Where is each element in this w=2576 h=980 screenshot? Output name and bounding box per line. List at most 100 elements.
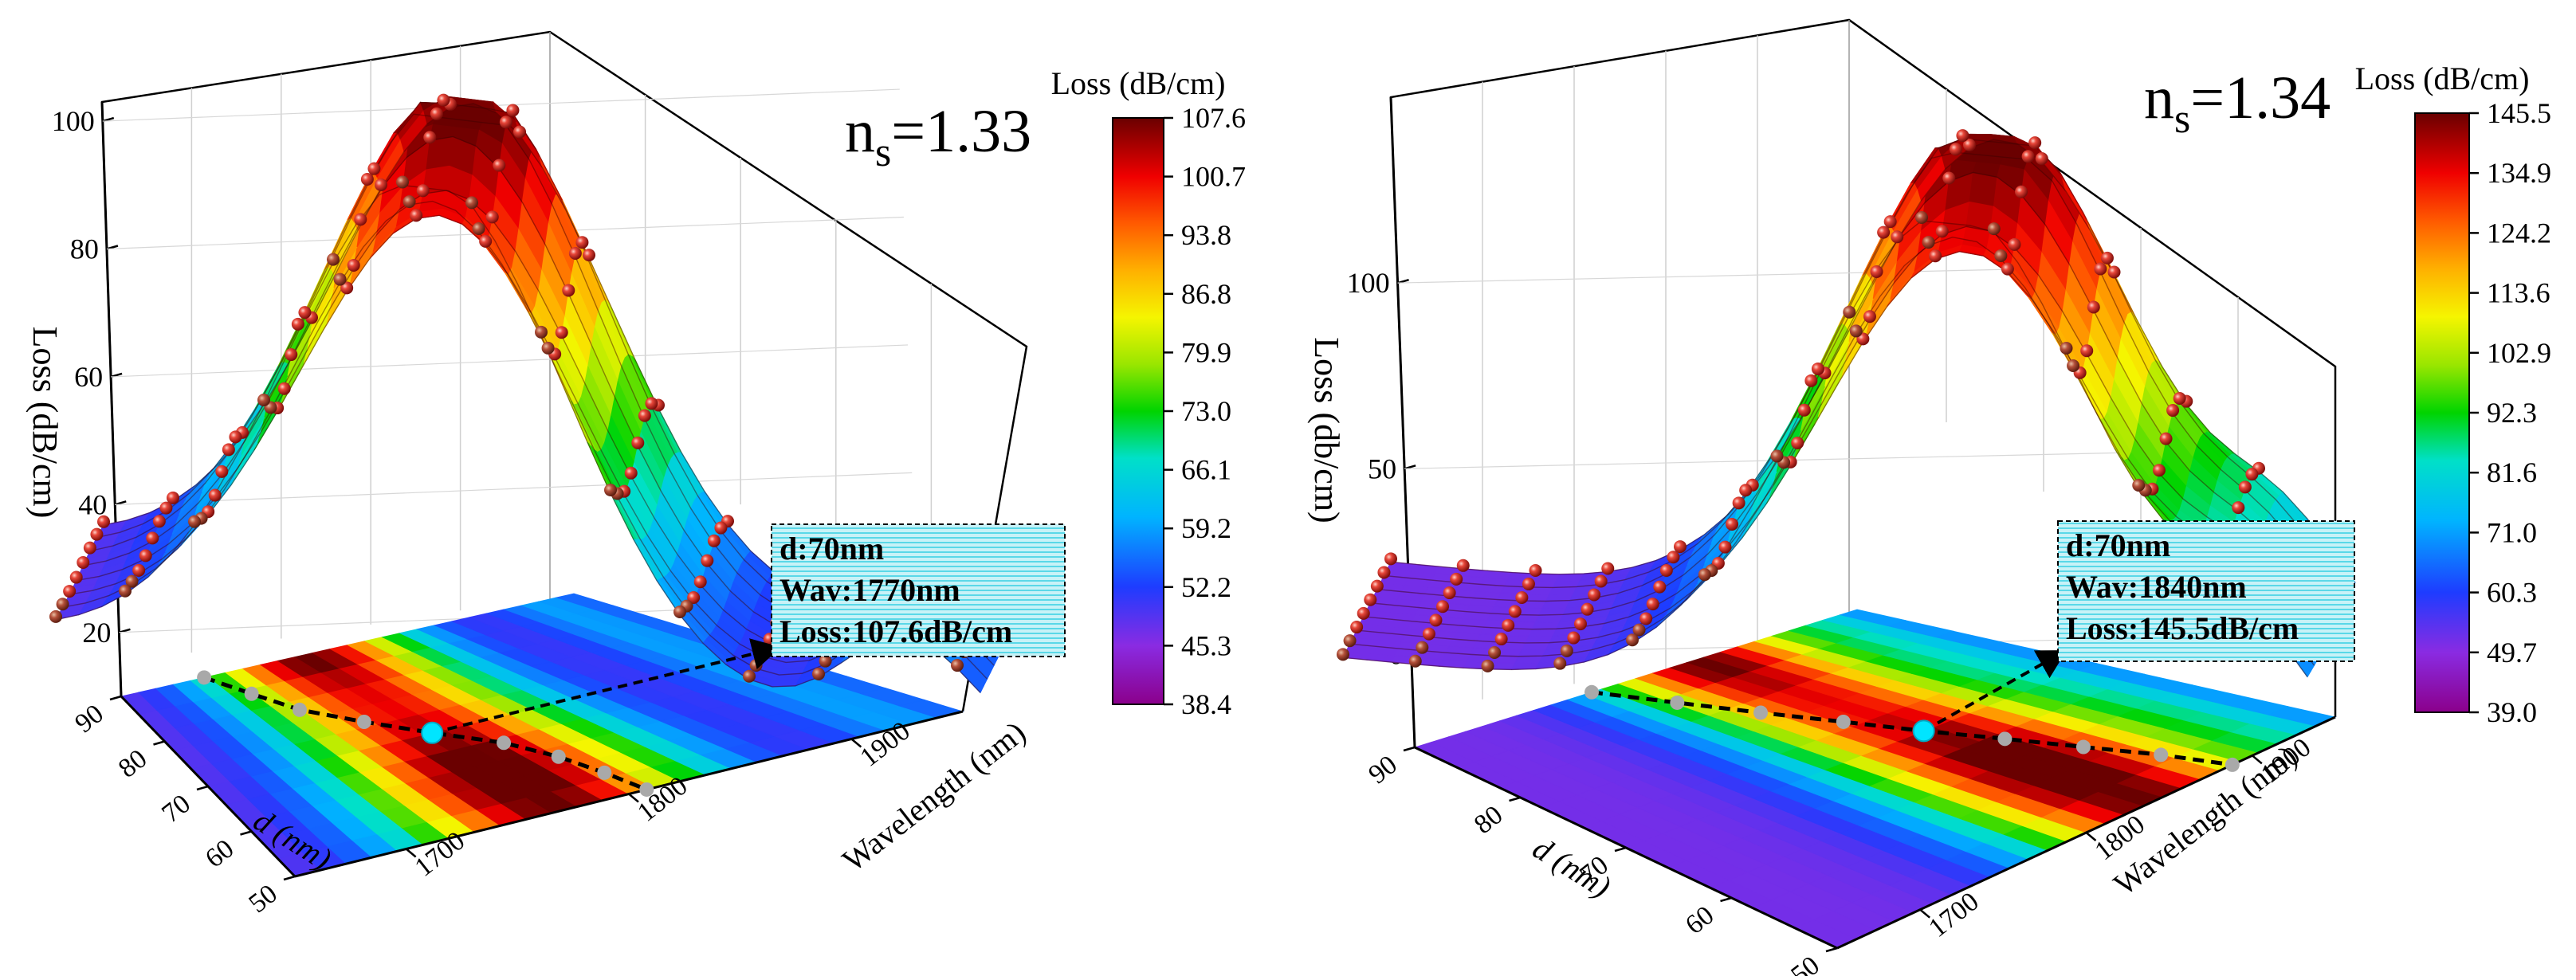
data-point-sphere [1863, 310, 1876, 323]
z-tick-label: 80 [70, 233, 99, 265]
surface-cell [1538, 606, 1568, 616]
data-point-sphere [472, 222, 485, 236]
d-tick-label: 90 [1363, 750, 1403, 790]
data-point-sphere [167, 491, 179, 504]
z-tick-label: 20 [82, 617, 111, 649]
data-point-sphere [645, 397, 658, 410]
info-box-frame [771, 523, 1066, 657]
data-point-sphere [1450, 572, 1463, 586]
colorbar-tick-label: 38.4 [1181, 688, 1231, 720]
data-point-sphere [479, 234, 493, 248]
max-loss-point [292, 702, 307, 717]
data-point-sphere [1601, 562, 1615, 575]
data-point-sphere [291, 317, 304, 331]
max-loss-point [1836, 714, 1851, 729]
colorbar-tick-label: 52.2 [1181, 571, 1231, 603]
d-tick [1825, 947, 1838, 953]
data-point-sphere [465, 196, 478, 210]
data-point-sphere [1337, 648, 1349, 661]
data-point-sphere [1877, 225, 1891, 239]
data-point-sphere [1922, 236, 1935, 249]
colorbar-tick-label: 93.8 [1181, 219, 1231, 251]
colorbar-tick-label: 107.6 [1181, 102, 1246, 134]
wavelength-tick [628, 793, 639, 803]
max-loss-point [197, 670, 212, 685]
info-box-line-3: Loss:145.5dB/cm [2066, 610, 2299, 646]
data-point-sphere [1956, 129, 1969, 143]
wavelength-tick [405, 848, 417, 858]
data-point-sphere [1529, 564, 1542, 578]
data-point-sphere [1797, 403, 1811, 417]
peak-dot [421, 721, 444, 744]
d-tick-label: 80 [1469, 800, 1509, 840]
data-point-sphere [354, 213, 367, 226]
colorbar-tick-label: 45.3 [1181, 629, 1231, 661]
data-point-sphere [1488, 645, 1502, 659]
data-point-sphere [2238, 480, 2252, 494]
data-point-sphere [743, 669, 756, 683]
colorbar-tick-label: 92.3 [2487, 397, 2537, 429]
surface-cell [1555, 573, 1584, 582]
data-point-sphere [146, 531, 159, 545]
info-box: d:70nm Wav:1770nm Loss:107.6dB/cm [771, 523, 1066, 657]
data-point-sphere [416, 184, 430, 198]
wavelength-tick [2252, 755, 2263, 765]
colorbar-tick-label: 79.9 [1181, 336, 1231, 368]
data-point-sphere [555, 326, 568, 339]
data-point-sphere [1963, 138, 1976, 151]
z-tick-label: 100 [1347, 267, 1390, 299]
data-point-sphere [396, 175, 409, 189]
data-point-sphere [1436, 600, 1450, 613]
surface-contour-line [55, 184, 981, 693]
data-point-sphere [2087, 300, 2100, 314]
surface-cell [1534, 613, 1565, 623]
data-point-sphere [1567, 631, 1581, 645]
colorbar: Loss (dB/cm)107.6 100.7 93.8 86.8 79.9 73.0 66… [1051, 65, 1246, 720]
colorbar-gradient [2414, 112, 2470, 713]
d-tick [1720, 896, 1732, 903]
peak-arrow [431, 638, 781, 735]
data-point-sphere [1370, 579, 1384, 593]
data-point-sphere [687, 590, 701, 604]
surface-contour-line [1363, 225, 2329, 640]
data-point-sphere [2173, 392, 2186, 406]
max-loss-point [551, 749, 566, 764]
data-point-sphere [493, 159, 506, 172]
d-tick [153, 740, 165, 746]
floor-cell [1839, 609, 1906, 627]
data-point-sphere [2001, 262, 2014, 276]
data-point-sphere [97, 515, 110, 528]
data-point-sphere [1422, 627, 1435, 641]
data-point-sphere [1357, 606, 1370, 620]
data-point-sphere [367, 162, 381, 175]
data-point-sphere [222, 443, 235, 457]
data-point-sphere [139, 549, 152, 563]
data-point-sphere [1443, 586, 1456, 600]
data-point-sphere [2152, 464, 2166, 477]
data-point-sphere [541, 341, 555, 355]
max-loss-point [597, 765, 612, 780]
data-point-sphere [1581, 602, 1594, 616]
z-axis-line [100, 101, 123, 697]
data-point-sphere [1481, 659, 1494, 672]
colorbar-tick-label: 124.2 [2487, 217, 2551, 249]
data-point-sphere [56, 598, 69, 611]
surface-contour-line [1357, 250, 2322, 654]
data-point-sphere [535, 325, 548, 339]
data-point-sphere [693, 575, 707, 589]
wavelength-tick [1919, 908, 1930, 919]
data-point-sphere [375, 178, 387, 191]
colorbar-tick-label: 113.6 [2487, 277, 2550, 309]
d-tick [1614, 846, 1627, 853]
data-point-sphere [583, 249, 595, 262]
data-point-sphere [257, 394, 270, 407]
data-point-sphere [951, 659, 964, 672]
data-point-sphere [333, 272, 347, 286]
data-point-sphere [83, 541, 96, 555]
data-point-sphere [1384, 552, 1397, 566]
colorbar-tick-label: 100.7 [1181, 161, 1246, 193]
max-loss-point [1997, 731, 2012, 747]
z-gridline [111, 344, 909, 378]
data-point-sphere [1698, 568, 1711, 582]
